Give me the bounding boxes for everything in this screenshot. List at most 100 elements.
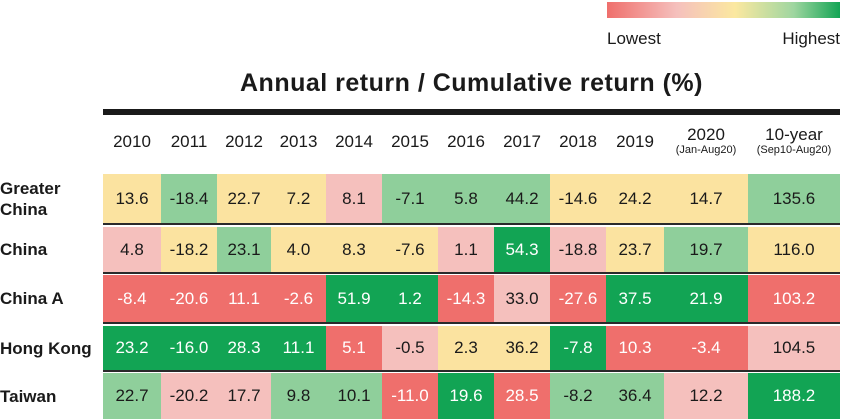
data-cell: 33.0 <box>494 275 550 322</box>
data-cell: 23.2 <box>103 326 161 370</box>
data-cell: -18.4 <box>161 174 217 223</box>
data-cell: -20.2 <box>161 373 217 419</box>
data-cell: -8.2 <box>550 373 606 419</box>
data-cell: 5.8 <box>438 174 494 223</box>
data-cell: 23.1 <box>217 227 271 272</box>
row-separator <box>103 322 840 324</box>
data-cell: 22.7 <box>103 373 161 419</box>
row-separator <box>103 370 840 372</box>
data-cell: 12.2 <box>664 373 748 419</box>
data-cell: 9.8 <box>271 373 326 419</box>
column-header-2010: 2010 <box>103 133 161 151</box>
data-cell: 10.3 <box>606 326 664 370</box>
data-cell: 10.1 <box>326 373 382 419</box>
data-cell: 37.5 <box>606 275 664 322</box>
data-cell: -7.1 <box>382 174 438 223</box>
data-cell: 22.7 <box>217 174 271 223</box>
data-cell: 4.0 <box>271 227 326 272</box>
data-cell: 135.6 <box>748 174 840 223</box>
legend-gradient-bar <box>607 2 840 18</box>
data-cell: 4.8 <box>103 227 161 272</box>
column-header-label: 2010 <box>113 132 151 151</box>
data-cell: 103.2 <box>748 275 840 322</box>
row-separator <box>103 223 840 225</box>
data-cell: 23.7 <box>606 227 664 272</box>
data-cell: -16.0 <box>161 326 217 370</box>
data-cell: -3.4 <box>664 326 748 370</box>
data-cell: 17.7 <box>217 373 271 419</box>
column-header-label: 2013 <box>279 132 318 151</box>
data-cell: 8.3 <box>326 227 382 272</box>
row-separator <box>103 272 840 274</box>
column-header-2017: 2017 <box>494 133 550 151</box>
column-header-sublabel: (Sep10-Aug20) <box>756 144 832 156</box>
row-label: Greater China <box>0 178 61 219</box>
column-header-2014: 2014 <box>326 133 382 151</box>
column-header-2012: 2012 <box>217 133 271 151</box>
data-cell: -7.8 <box>550 326 606 370</box>
title-rule <box>103 109 840 115</box>
data-cell: 21.9 <box>664 275 748 322</box>
color-legend: Lowest Highest <box>607 2 840 48</box>
row-label: China <box>0 240 48 259</box>
row-label: China A <box>0 289 64 308</box>
data-cell: 1.2 <box>382 275 438 322</box>
data-cell: -20.6 <box>161 275 217 322</box>
table-title: Annual return / Cumulative return (%) <box>240 69 703 97</box>
data-cell: 116.0 <box>748 227 840 272</box>
data-cell: -18.2 <box>161 227 217 272</box>
data-cell: -8.4 <box>103 275 161 322</box>
data-cell: 14.7 <box>664 174 748 223</box>
column-header-2013: 2013 <box>271 133 326 151</box>
data-cell: 2.3 <box>438 326 494 370</box>
row-label: Hong Kong <box>0 338 92 358</box>
column-header-label: 2011 <box>170 132 208 151</box>
data-cell: -7.6 <box>382 227 438 272</box>
data-cell: 28.3 <box>217 326 271 370</box>
column-header-label: 2019 <box>616 132 654 151</box>
row-label: Taiwan <box>0 386 57 406</box>
legend-low-label: Lowest <box>607 29 661 48</box>
column-header-2015: 2015 <box>382 133 438 151</box>
data-cell: 28.5 <box>494 373 550 419</box>
column-header-label: 2018 <box>559 132 597 151</box>
column-header-2016: 2016 <box>438 133 494 151</box>
column-header-label: 2014 <box>335 132 373 151</box>
column-header-10-year: 10-year (Sep10-Aug20) <box>748 125 840 157</box>
data-cell: 36.4 <box>606 373 664 419</box>
data-cell: 11.1 <box>271 326 326 370</box>
data-cell: 19.6 <box>438 373 494 419</box>
data-cell: 188.2 <box>748 373 840 419</box>
data-cell: -0.5 <box>382 326 438 370</box>
data-cell: 7.2 <box>271 174 326 223</box>
column-header-label: 2015 <box>391 132 429 151</box>
data-cell: -2.6 <box>271 275 326 322</box>
data-cell: 1.1 <box>438 227 494 272</box>
legend-high-label: Highest <box>782 29 840 48</box>
column-header-2020: 2020 (Jan-Aug20) <box>664 125 748 157</box>
data-cell: 54.3 <box>494 227 550 272</box>
data-cell: 11.1 <box>217 275 271 322</box>
column-header-2019: 2019 <box>606 133 664 151</box>
column-header-2018: 2018 <box>550 133 606 151</box>
data-cell: 13.6 <box>103 174 161 223</box>
data-cell: 51.9 <box>326 275 382 322</box>
data-cell: -27.6 <box>550 275 606 322</box>
data-cell: 104.5 <box>748 326 840 370</box>
column-header-label: 2012 <box>225 132 263 151</box>
data-cell: 24.2 <box>606 174 664 223</box>
data-cell: 5.1 <box>326 326 382 370</box>
column-header-label: 2020 <box>687 125 725 144</box>
column-header-2011: 2011 <box>161 133 217 151</box>
column-header-sublabel: (Jan-Aug20) <box>675 144 737 156</box>
data-cell: 44.2 <box>494 174 550 223</box>
column-header-label: 10-year <box>765 125 823 144</box>
data-cell: 36.2 <box>494 326 550 370</box>
data-cell: -14.3 <box>438 275 494 322</box>
data-cell: 19.7 <box>664 227 748 272</box>
data-cell: 8.1 <box>326 174 382 223</box>
data-cell: -11.0 <box>382 373 438 419</box>
data-cell: -14.6 <box>550 174 606 223</box>
data-cell: -18.8 <box>550 227 606 272</box>
column-header-label: 2016 <box>447 132 485 151</box>
